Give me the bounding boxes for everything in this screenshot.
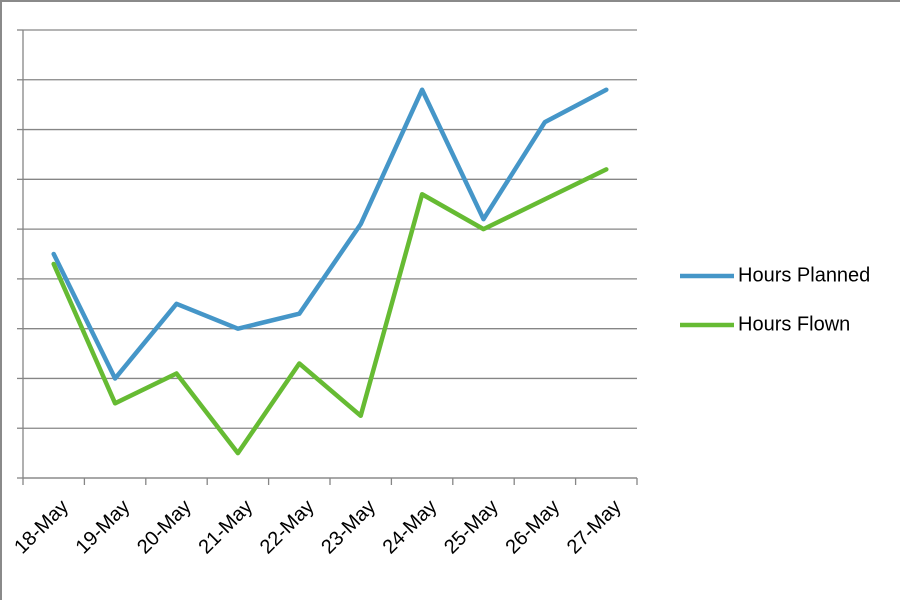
legend-label: Hours Planned <box>738 264 870 286</box>
series-line <box>51 87 609 381</box>
series-line <box>51 167 609 456</box>
legend-label: Hours Flown <box>738 313 850 335</box>
